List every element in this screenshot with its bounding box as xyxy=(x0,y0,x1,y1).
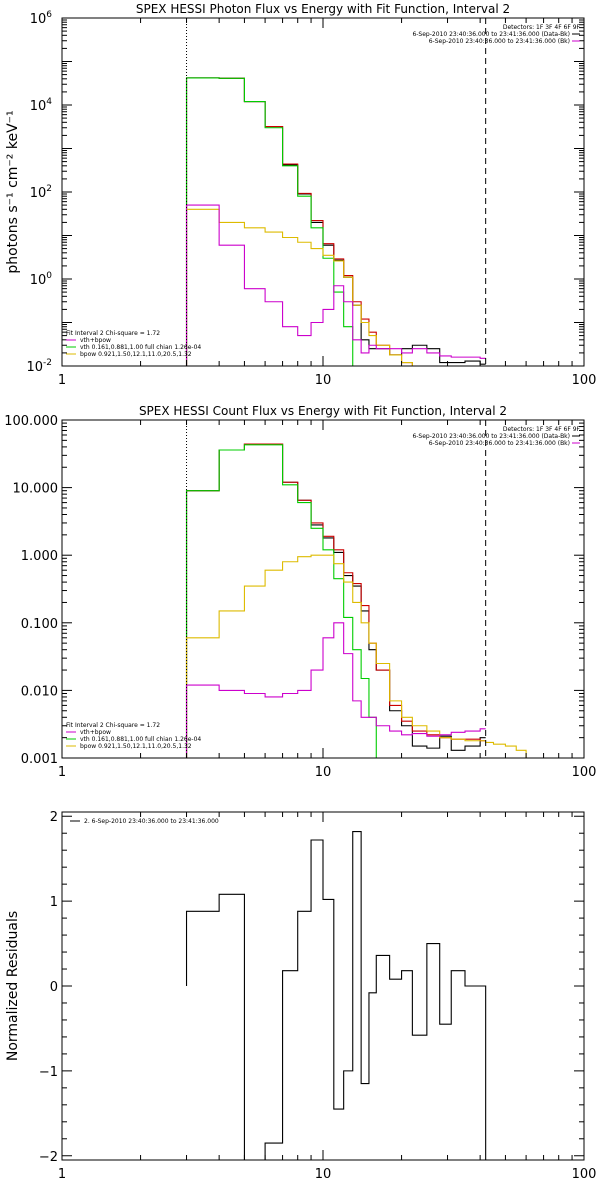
series-bpow-line xyxy=(185,554,536,759)
y-tick-label: 104 xyxy=(30,97,53,114)
y-tick-label: 0 xyxy=(50,980,58,995)
x-tick-label: 1 xyxy=(58,765,66,780)
y-tick-label: 100 xyxy=(30,271,53,288)
legend-entry: vth 0.161,0.881,1.00 full chian 1.26e-04 xyxy=(80,344,201,351)
legend-entry: Fit Interval 2 Chi-square = 1.72 xyxy=(66,330,160,337)
x-tick-label: 100 xyxy=(572,373,597,388)
y-tick-label: 106 xyxy=(30,10,53,27)
y-tick-base: 10 xyxy=(30,273,47,288)
series-residuals-line xyxy=(185,830,487,1161)
y-tick-label: 100.000 xyxy=(4,414,58,429)
legend-entry: Detectors: 1F 3F 4F 6F 9F xyxy=(503,24,581,31)
x-tick-label: 1 xyxy=(58,373,66,388)
legend-entry: vth+bpow xyxy=(80,729,111,736)
y-tick-label: 0.010 xyxy=(21,684,58,699)
x-tick-label: 10 xyxy=(315,1167,332,1182)
legend-entry: vth+bpow xyxy=(80,337,111,344)
y-tick-label: 1 xyxy=(50,895,58,910)
x-tick-label: 100 xyxy=(572,765,597,780)
y-tick-exponent: 0 xyxy=(46,271,52,281)
legend-entry: 6-Sep-2010 23:40:36.000 to 23:41:36.000 … xyxy=(412,31,570,38)
legend-entry: 2. 6-Sep-2010 23:40:36.000 to 23:41:36.0… xyxy=(84,818,219,825)
y-tick-exponent: 6 xyxy=(46,10,52,20)
x-tick-label: 10 xyxy=(315,373,332,388)
y-tick-exponent: 4 xyxy=(46,97,52,107)
y-tick-label: −2 xyxy=(39,1150,58,1165)
legend-entry: 6-Sep-2010 23:40:36.000 to 23:41:36.000 … xyxy=(412,433,570,440)
y-tick-label: 10-2 xyxy=(26,358,52,375)
series-data-line xyxy=(185,443,486,758)
series-bk-line xyxy=(185,204,486,366)
chart-title: SPEX HESSI Photon Flux vs Energy with Fi… xyxy=(136,2,510,16)
chart-title: SPEX HESSI Count Flux vs Energy with Fit… xyxy=(139,404,507,418)
series-vth-line xyxy=(185,444,486,759)
plot-frame xyxy=(61,419,585,759)
legend-entry: 6-Sep-2010 23:40:36.000 to 23:41:36.000 … xyxy=(429,38,570,45)
legend-entry: bpow 0.921,1.50,12.1,11.0,20.5,1.32 xyxy=(80,743,192,750)
y-tick-base: 10 xyxy=(30,12,47,27)
y-tick-base: 10 xyxy=(30,186,47,201)
y-tick-label: 0.001 xyxy=(21,752,58,767)
x-tick-label: 100 xyxy=(572,1167,597,1182)
chart-panel-3: Normalized Residuals 1 10 100 −2 −1 0 1 2 2. 6-Se… xyxy=(5,810,596,1182)
chart-panel-2: SPEX HESSI Count Flux vs Energy with Fit… xyxy=(4,404,596,780)
y-tick-exponent: 2 xyxy=(46,184,52,194)
y-tick-exponent: -2 xyxy=(43,358,52,368)
y-axis-label: photons s⁻¹ cm⁻² keV⁻¹ xyxy=(5,110,21,273)
y-tick-base: 10 xyxy=(30,99,47,114)
legend-entry: Fit Interval 2 Chi-square = 1.72 xyxy=(66,722,160,729)
y-tick-label: 0.100 xyxy=(21,617,58,632)
legend-entry: 6-Sep-2010 23:40:36.000 to 23:41:36.000 … xyxy=(429,440,570,447)
y-axis-label: Normalized Residuals xyxy=(5,911,21,1061)
y-tick-label: 2 xyxy=(50,810,58,825)
chart-panel-1: SPEX HESSI Photon Flux vs Energy with Fi… xyxy=(5,2,596,388)
y-tick-label: −1 xyxy=(39,1065,58,1080)
series-bpow-line xyxy=(185,208,486,367)
x-tick-label: 1 xyxy=(58,1167,66,1182)
y-tick-label: 10.000 xyxy=(13,482,59,497)
y-tick-base: 10 xyxy=(26,360,43,375)
y-tick-label: 1.000 xyxy=(21,549,58,564)
legend-entry: vth 0.161,0.881,1.00 full chian 1.26e-04 xyxy=(80,736,201,743)
legend-entry: Detectors: 1F 3F 4F 6F 9F xyxy=(503,426,581,433)
series-fit-red-line xyxy=(185,443,486,758)
y-tick-label: 102 xyxy=(30,184,52,201)
x-tick-label: 10 xyxy=(315,765,332,780)
series-bk-line xyxy=(185,622,486,758)
legend-entry: bpow 0.921,1.50,12.1,11.0,20.5,1.32 xyxy=(80,351,192,358)
